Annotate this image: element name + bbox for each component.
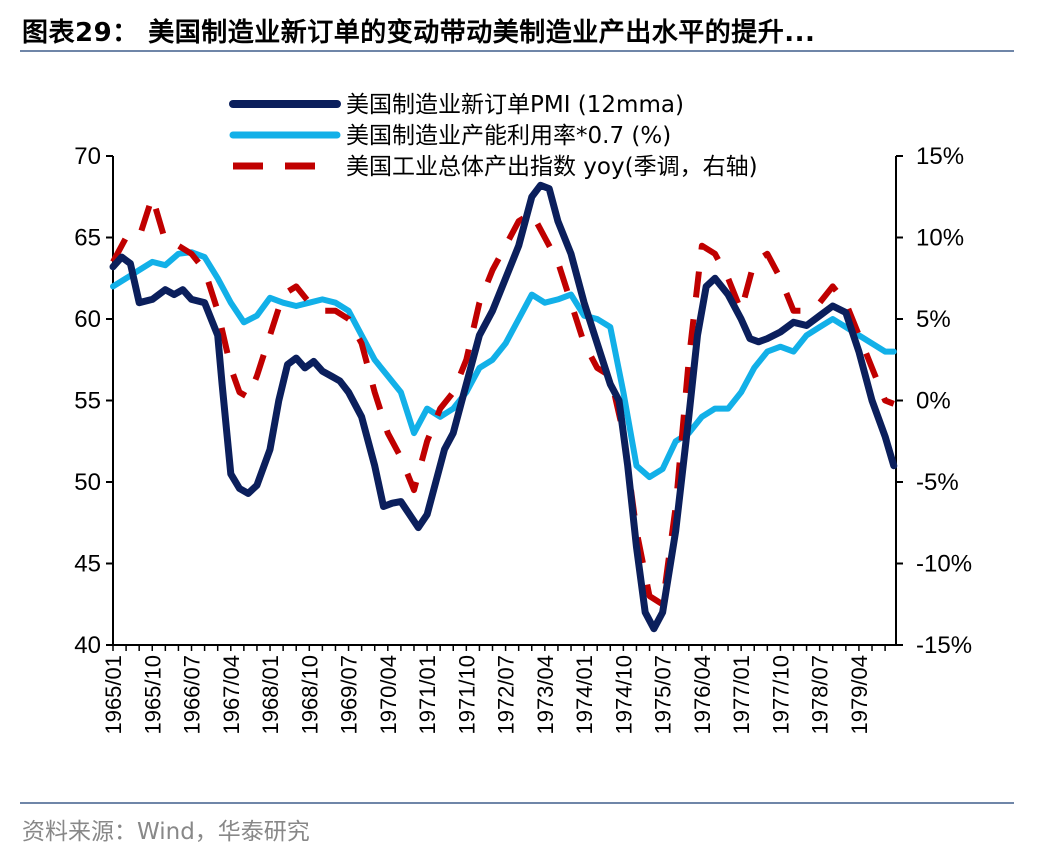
legend-label-2: 美国制造业产能利用率*0.7 (%) bbox=[346, 123, 671, 149]
series-line-1 bbox=[109, 181, 898, 633]
x-tick-label: 1970/04 bbox=[376, 655, 401, 735]
x-tick-label: 1965/01 bbox=[101, 655, 126, 735]
series-layer bbox=[109, 181, 898, 633]
right-y-tick-label: 5% bbox=[916, 306, 951, 333]
source-divider bbox=[20, 802, 1014, 804]
legend-label-1: 美国制造业新订单PMI (12mma) bbox=[346, 92, 684, 118]
left-y-tick-label: 65 bbox=[74, 225, 101, 252]
chart-title: 图表29： 美国制造业新订单的变动带动美制造业产出水平的提升... bbox=[22, 18, 816, 48]
right-y-tick-label: -5% bbox=[916, 469, 959, 496]
x-tick-label: 1979/04 bbox=[847, 655, 872, 735]
x-tick-label: 1965/10 bbox=[140, 655, 165, 735]
x-tick-label: 1974/01 bbox=[572, 655, 597, 735]
right-y-tick-label: -10% bbox=[916, 551, 972, 578]
right-y-tick-label: 10% bbox=[916, 225, 964, 252]
left-y-tick-label: 50 bbox=[74, 469, 101, 496]
right-y-tick-label: 0% bbox=[916, 388, 951, 415]
title-divider bbox=[20, 50, 1014, 52]
left-y-tick-label: 70 bbox=[74, 143, 101, 170]
series-line-3 bbox=[110, 193, 895, 608]
x-tick-label: 1976/04 bbox=[690, 655, 715, 735]
x-tick-label: 1972/07 bbox=[494, 655, 519, 735]
x-tick-label: 1968/01 bbox=[258, 655, 283, 735]
chart-svg: 40 45 50 55 60 65 70 -15% -10% -5% 0% 5% 10% 15% 1965/… bbox=[74, 92, 972, 735]
x-tick-label: 1973/04 bbox=[533, 655, 558, 735]
series-line-2 bbox=[110, 249, 897, 481]
x-tick-label: 1971/10 bbox=[454, 655, 479, 735]
x-tick-label: 1968/10 bbox=[297, 655, 322, 735]
x-tick-label: 1977/10 bbox=[768, 655, 793, 735]
x-tick-label: 1967/04 bbox=[219, 655, 244, 735]
legend-label-3: 美国工业总体产出指数 yoy(季调，右轴) bbox=[346, 154, 758, 180]
axes: 40 45 50 55 60 65 70 -15% -10% -5% 0% 5% 10% 15% 1965/… bbox=[74, 143, 972, 735]
x-tick-label: 1971/01 bbox=[415, 655, 440, 735]
x-tick-label: 1977/01 bbox=[729, 655, 754, 735]
left-y-tick-label: 60 bbox=[74, 306, 101, 333]
x-tick-label: 1974/10 bbox=[611, 655, 636, 735]
right-y-tick-label: 15% bbox=[916, 143, 964, 170]
source-note: 资料来源：Wind，华泰研究 bbox=[22, 819, 310, 845]
x-tick-label: 1978/07 bbox=[808, 655, 833, 735]
x-tick-label: 1966/07 bbox=[180, 655, 205, 735]
x-tick-label: 1969/07 bbox=[337, 655, 362, 735]
left-y-tick-label: 55 bbox=[74, 388, 101, 415]
left-y-tick-label: 45 bbox=[74, 551, 101, 578]
legend: 美国制造业新订单PMI (12mma) 美国制造业产能利用率*0.7 (%) 美国工… bbox=[229, 92, 758, 180]
right-y-tick-label: -15% bbox=[916, 632, 972, 659]
left-y-tick-label: 40 bbox=[74, 632, 101, 659]
x-tick-label: 1975/07 bbox=[651, 655, 676, 735]
